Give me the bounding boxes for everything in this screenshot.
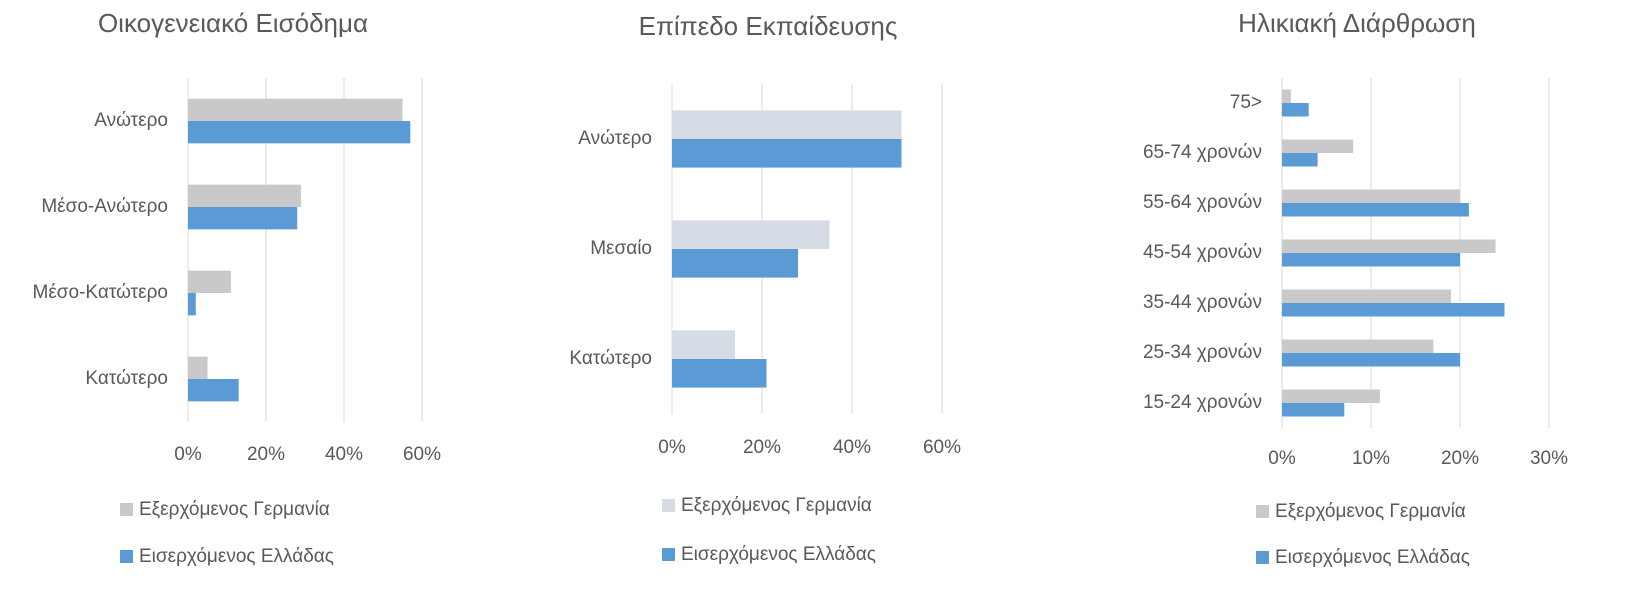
bar bbox=[1282, 289, 1452, 303]
bar bbox=[188, 356, 208, 379]
bar bbox=[188, 207, 298, 230]
y-tick-label: Ανώτερο bbox=[578, 128, 652, 149]
y-tick-label: Μεσαίο bbox=[590, 238, 652, 259]
x-tick-label: 0% bbox=[1268, 448, 1296, 469]
bar bbox=[1282, 303, 1505, 317]
y-tick-label: Μέσο-Ανώτερο bbox=[41, 196, 168, 217]
legend-label: Εξερχόμενος Γερμανία bbox=[139, 499, 330, 520]
legend-label: Εισερχόμενος Ελλάδας bbox=[681, 544, 876, 565]
bar bbox=[1282, 89, 1291, 103]
y-tick-label: Μέσο-Κατώτερο bbox=[33, 282, 169, 303]
x-tick-label: 60% bbox=[403, 444, 441, 465]
y-tick-label: 25-34 χρονών bbox=[1143, 342, 1262, 363]
bar bbox=[1282, 239, 1496, 253]
legend-label: Εισερχόμενος Ελλάδας bbox=[1275, 547, 1470, 568]
bar bbox=[188, 184, 302, 207]
bar bbox=[188, 98, 403, 121]
bar bbox=[672, 220, 830, 249]
bar bbox=[1282, 189, 1460, 203]
y-tick-label: 65-74 χρονών bbox=[1143, 142, 1262, 163]
x-tick-label: 20% bbox=[743, 437, 781, 458]
legend-swatch bbox=[120, 503, 133, 516]
y-tick-label: 45-54 χρονών bbox=[1143, 242, 1262, 263]
legend-swatch bbox=[1256, 505, 1269, 518]
legend-swatch bbox=[120, 550, 133, 563]
y-tick-label: 15-24 χρονών bbox=[1143, 392, 1262, 413]
x-tick-label: 0% bbox=[658, 437, 686, 458]
bar bbox=[188, 270, 231, 293]
y-tick-label: Κατώτερο bbox=[569, 348, 652, 369]
bar bbox=[188, 293, 196, 316]
bar bbox=[1282, 253, 1460, 267]
bar bbox=[1282, 403, 1345, 417]
bar bbox=[188, 379, 239, 402]
x-tick-label: 10% bbox=[1352, 448, 1390, 469]
x-tick-label: 0% bbox=[174, 444, 202, 465]
x-tick-label: 40% bbox=[833, 437, 871, 458]
chart-title: Ηλικιακή Διάρθρωση bbox=[1238, 8, 1476, 38]
chart-title: Οικογενειακό Εισόδημα bbox=[98, 8, 368, 38]
bar bbox=[1282, 339, 1434, 353]
x-tick-label: 40% bbox=[325, 444, 363, 465]
bar bbox=[672, 110, 902, 139]
y-tick-label: Ανώτερο bbox=[94, 110, 168, 131]
bar bbox=[1282, 103, 1309, 117]
legend-swatch bbox=[662, 548, 675, 561]
x-tick-label: 20% bbox=[247, 444, 285, 465]
bar bbox=[672, 139, 902, 168]
bar bbox=[1282, 353, 1460, 367]
legend-label: Εξερχόμενος Γερμανία bbox=[681, 495, 872, 516]
legend-label: Εξερχόμενος Γερμανία bbox=[1275, 501, 1466, 522]
legend-swatch bbox=[1256, 551, 1269, 564]
x-tick-label: 30% bbox=[1530, 448, 1568, 469]
bar bbox=[1282, 153, 1318, 167]
bar bbox=[672, 359, 767, 388]
y-tick-label: 35-44 χρονών bbox=[1143, 292, 1262, 313]
chart-title: Επίπεδο Εκπαίδευσης bbox=[639, 11, 898, 41]
bar bbox=[672, 249, 798, 278]
y-tick-label: 75> bbox=[1230, 92, 1262, 113]
y-tick-label: Κατώτερο bbox=[85, 368, 168, 389]
x-tick-label: 60% bbox=[923, 437, 961, 458]
bar bbox=[1282, 389, 1380, 403]
bar bbox=[188, 121, 411, 144]
bar bbox=[672, 330, 735, 359]
y-tick-label: 55-64 χρονών bbox=[1143, 192, 1262, 213]
bar bbox=[1282, 139, 1354, 153]
x-tick-label: 20% bbox=[1441, 448, 1479, 469]
bar bbox=[1282, 203, 1469, 217]
legend-label: Εισερχόμενος Ελλάδας bbox=[139, 546, 334, 567]
legend-swatch bbox=[662, 499, 675, 512]
